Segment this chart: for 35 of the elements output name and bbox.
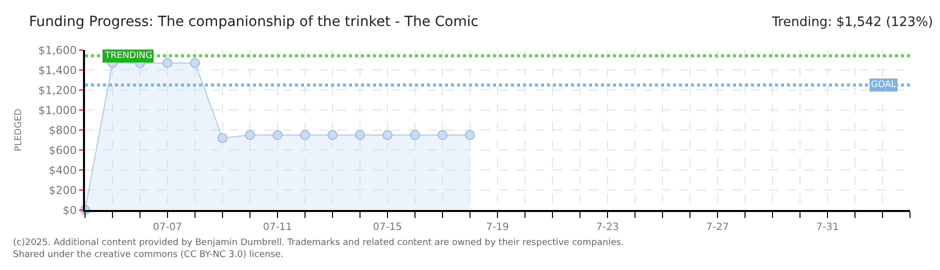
chart-title: Funding Progress: The companionship of the trinket - The Comic xyxy=(29,14,478,30)
point xyxy=(245,130,255,140)
y-tick-label: $800 xyxy=(48,124,77,137)
point xyxy=(355,130,365,140)
y-tick-label: $600 xyxy=(48,144,77,157)
text: (c)2025. Additional content provided by Benjamin Dumbrell. Trademarks and related content are owned by their respective companies. xyxy=(13,238,624,248)
point xyxy=(162,58,172,68)
point xyxy=(328,130,338,140)
x-tick-label: 07-07 xyxy=(152,222,182,233)
point xyxy=(218,133,228,143)
point xyxy=(465,130,475,140)
y-tick-label: $400 xyxy=(48,164,77,177)
y-tick-label: $200 xyxy=(48,184,77,197)
point xyxy=(190,58,200,68)
x-tick-label: 7-19 xyxy=(486,222,509,233)
point xyxy=(300,130,310,140)
point xyxy=(410,130,420,140)
x-tick-label: 7-31 xyxy=(816,222,839,233)
point xyxy=(382,130,392,140)
x-tick-label: 07-11 xyxy=(262,222,292,233)
x-tick-label: 7-23 xyxy=(596,222,619,233)
ref-line-label: GOAL xyxy=(871,80,896,90)
y-tick-label: $0 xyxy=(62,204,77,217)
x-tick-label: 7-27 xyxy=(706,222,729,233)
y-tick-label: $1,000 xyxy=(38,104,77,117)
point xyxy=(272,130,282,140)
y-tick-label: $1,400 xyxy=(38,64,77,77)
text: Shared under the creative commons (CC BY-NC 3.0) license. xyxy=(13,250,284,260)
ref-line-label: TRENDING xyxy=(104,51,152,61)
point xyxy=(438,130,448,140)
chart-subtitle: Trending: $1,542 (123%) xyxy=(771,15,934,30)
y-axis-title: PLEDGED xyxy=(14,108,24,152)
x-tick-label: 07-15 xyxy=(372,222,402,233)
y-tick-label: $1,600 xyxy=(38,44,77,57)
y-tick-label: $1,200 xyxy=(38,84,77,97)
